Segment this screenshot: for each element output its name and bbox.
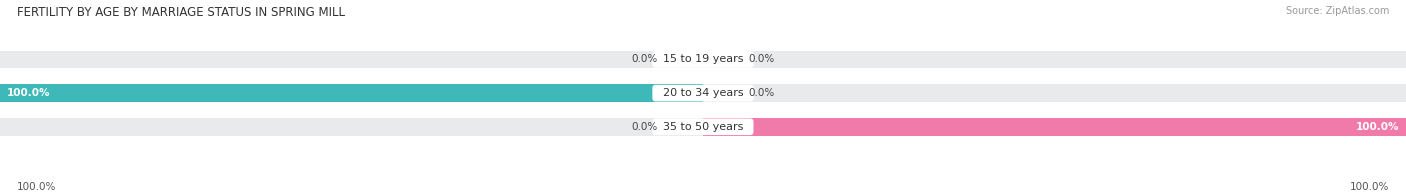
Bar — [703, 52, 738, 67]
Bar — [0, 84, 703, 102]
Bar — [0, 84, 1406, 102]
Text: 100.0%: 100.0% — [17, 182, 56, 192]
Text: 0.0%: 0.0% — [631, 122, 657, 132]
Bar — [668, 119, 703, 134]
Text: 100.0%: 100.0% — [1355, 122, 1399, 132]
Text: 0.0%: 0.0% — [631, 54, 657, 64]
Bar — [0, 118, 1406, 136]
Text: Source: ZipAtlas.com: Source: ZipAtlas.com — [1285, 6, 1389, 16]
Bar — [0, 51, 1406, 68]
Bar — [703, 118, 1406, 136]
Text: 20 to 34 years: 20 to 34 years — [655, 88, 751, 98]
Text: 15 to 19 years: 15 to 19 years — [655, 54, 751, 64]
Text: FERTILITY BY AGE BY MARRIAGE STATUS IN SPRING MILL: FERTILITY BY AGE BY MARRIAGE STATUS IN S… — [17, 6, 344, 19]
Text: 0.0%: 0.0% — [749, 88, 775, 98]
Text: 100.0%: 100.0% — [7, 88, 51, 98]
Text: 0.0%: 0.0% — [749, 54, 775, 64]
Bar — [668, 86, 703, 101]
Bar — [668, 52, 703, 67]
Text: 35 to 50 years: 35 to 50 years — [655, 122, 751, 132]
Bar — [703, 86, 738, 101]
Text: 100.0%: 100.0% — [1350, 182, 1389, 192]
Bar — [703, 119, 738, 134]
